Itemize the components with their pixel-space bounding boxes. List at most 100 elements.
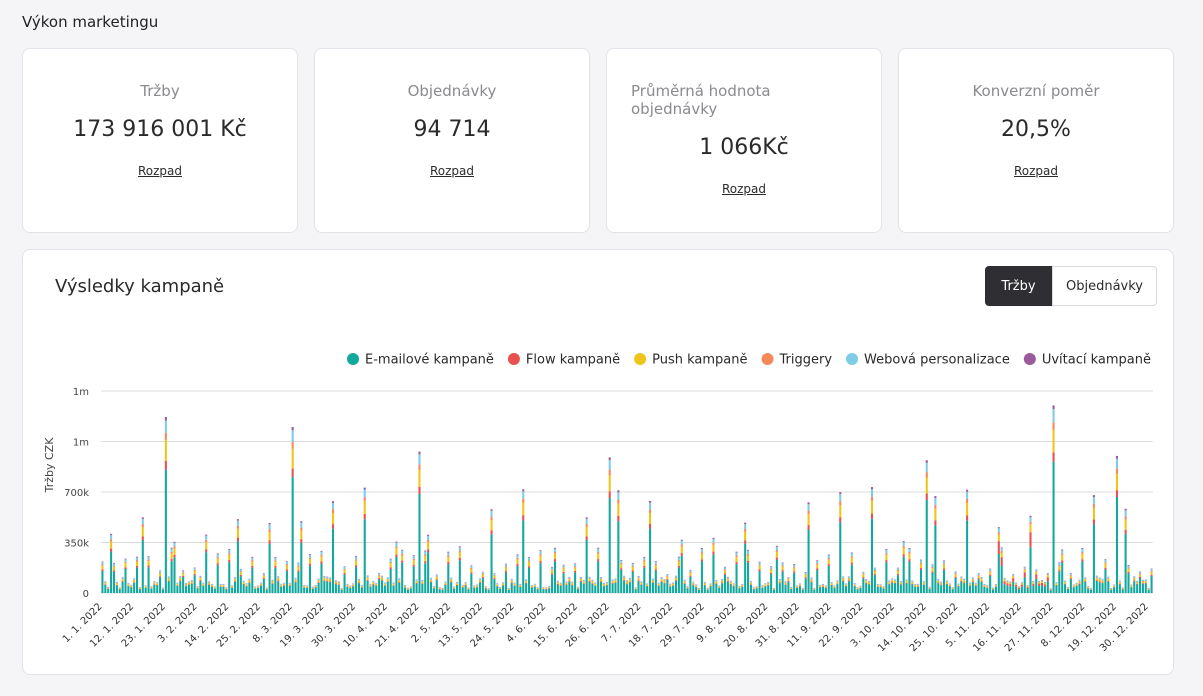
bar-segment bbox=[568, 577, 571, 579]
breakdown-link[interactable]: Rozpad bbox=[721, 182, 767, 196]
bar-segment bbox=[1052, 409, 1055, 423]
bar-segment bbox=[507, 589, 510, 593]
bar-segment bbox=[415, 581, 418, 583]
bar-segment bbox=[1095, 577, 1098, 578]
bar-segment bbox=[830, 584, 833, 586]
bar-segment bbox=[444, 581, 447, 583]
bar-segment bbox=[997, 553, 1000, 593]
bar-segment bbox=[202, 585, 205, 586]
bar-segment bbox=[666, 578, 669, 580]
bar-segment bbox=[130, 587, 133, 593]
bar-segment bbox=[781, 566, 784, 571]
bar-segment bbox=[1092, 497, 1095, 504]
bar-segment bbox=[219, 584, 222, 585]
bar-segment bbox=[182, 572, 185, 574]
bar-segment bbox=[819, 586, 822, 588]
bar-segment bbox=[582, 583, 585, 593]
bar-segment bbox=[568, 578, 571, 579]
bar-segment bbox=[124, 563, 127, 568]
bar-segment bbox=[429, 579, 433, 580]
bar-segment bbox=[481, 572, 484, 574]
bar-segment bbox=[331, 501, 335, 504]
bar-segment bbox=[954, 572, 957, 574]
bar-segment bbox=[1000, 547, 1003, 549]
bar-segment bbox=[329, 578, 332, 580]
bar-segment bbox=[1000, 552, 1003, 558]
bar-segment bbox=[196, 587, 199, 589]
bar-segment bbox=[522, 515, 525, 521]
bar-segment bbox=[571, 585, 574, 593]
bar-segment bbox=[233, 577, 237, 579]
bar-segment bbox=[919, 562, 923, 564]
bar-segment bbox=[513, 584, 516, 586]
bar-segment bbox=[427, 535, 430, 541]
bar-segment bbox=[1144, 579, 1147, 581]
bar-segment bbox=[588, 580, 591, 582]
breakdown-link[interactable]: Rozpad bbox=[137, 164, 183, 178]
bar-segment bbox=[297, 562, 300, 564]
bar-segment bbox=[1006, 585, 1009, 593]
bar-segment bbox=[205, 549, 208, 553]
bar-segment bbox=[836, 582, 839, 584]
bar-segment bbox=[971, 582, 974, 593]
bar-segment bbox=[527, 560, 531, 562]
bar-segment bbox=[1078, 583, 1081, 593]
bar-segment bbox=[504, 567, 507, 572]
bar-segment bbox=[758, 571, 761, 593]
bar-segment bbox=[202, 585, 205, 593]
bar-segment bbox=[631, 565, 634, 567]
bar-segment bbox=[945, 580, 948, 582]
bar-segment bbox=[715, 581, 718, 582]
bar-segment bbox=[337, 584, 340, 593]
bar-segment bbox=[1095, 577, 1098, 581]
y-tick-label: 1m bbox=[73, 387, 89, 398]
bar-segment bbox=[654, 564, 657, 566]
bar-segment bbox=[925, 460, 928, 463]
bar-segment bbox=[677, 567, 680, 593]
bar-segment bbox=[553, 551, 556, 554]
bar-segment bbox=[248, 582, 251, 584]
bar-segment bbox=[190, 581, 193, 582]
bar-segment bbox=[170, 559, 173, 562]
bar-segment bbox=[764, 586, 767, 593]
bar-segment bbox=[1038, 581, 1041, 582]
bar-segment bbox=[435, 580, 438, 593]
bar-segment bbox=[643, 560, 646, 562]
breakdown-link[interactable]: Rozpad bbox=[429, 164, 475, 178]
bar-segment bbox=[470, 565, 473, 566]
bar-segment bbox=[718, 585, 721, 587]
bar-segment bbox=[418, 451, 421, 455]
breakdown-link[interactable]: Rozpad bbox=[1013, 164, 1059, 178]
bar-segment bbox=[288, 583, 291, 584]
bar-segment bbox=[594, 585, 597, 593]
bar-segment bbox=[135, 556, 139, 558]
bar-segment bbox=[651, 582, 654, 583]
bar-segment bbox=[591, 581, 594, 582]
bar-segment bbox=[291, 430, 294, 443]
bar-segment bbox=[303, 585, 306, 586]
bar-segment bbox=[199, 581, 202, 593]
bar-segment bbox=[1000, 548, 1003, 551]
bar-segment bbox=[1104, 567, 1107, 570]
bar-segment bbox=[649, 512, 652, 524]
bar-segment bbox=[1136, 581, 1139, 583]
bar-segment bbox=[1136, 583, 1139, 585]
bar-segment bbox=[398, 578, 401, 580]
bar-segment bbox=[1017, 587, 1021, 590]
bar-segment bbox=[193, 568, 196, 570]
bar-segment bbox=[167, 581, 170, 593]
bar-segment bbox=[297, 565, 300, 567]
bar-segment bbox=[551, 566, 554, 568]
toggle-revenue[interactable]: Tržby bbox=[985, 266, 1052, 306]
bar-segment bbox=[827, 564, 830, 567]
bar-segment bbox=[585, 527, 588, 537]
bar-segment bbox=[539, 551, 542, 555]
bar-segment bbox=[928, 588, 931, 593]
bar-segment bbox=[579, 579, 582, 581]
bar-segment bbox=[533, 585, 536, 587]
bar-segment bbox=[712, 538, 715, 543]
kpi-card-revenue: Tržby 173 916 001 Kč Rozpad bbox=[22, 48, 298, 233]
bar-segment bbox=[363, 489, 366, 498]
toggle-orders[interactable]: Objednávky bbox=[1052, 266, 1157, 306]
bar-segment bbox=[744, 543, 747, 593]
